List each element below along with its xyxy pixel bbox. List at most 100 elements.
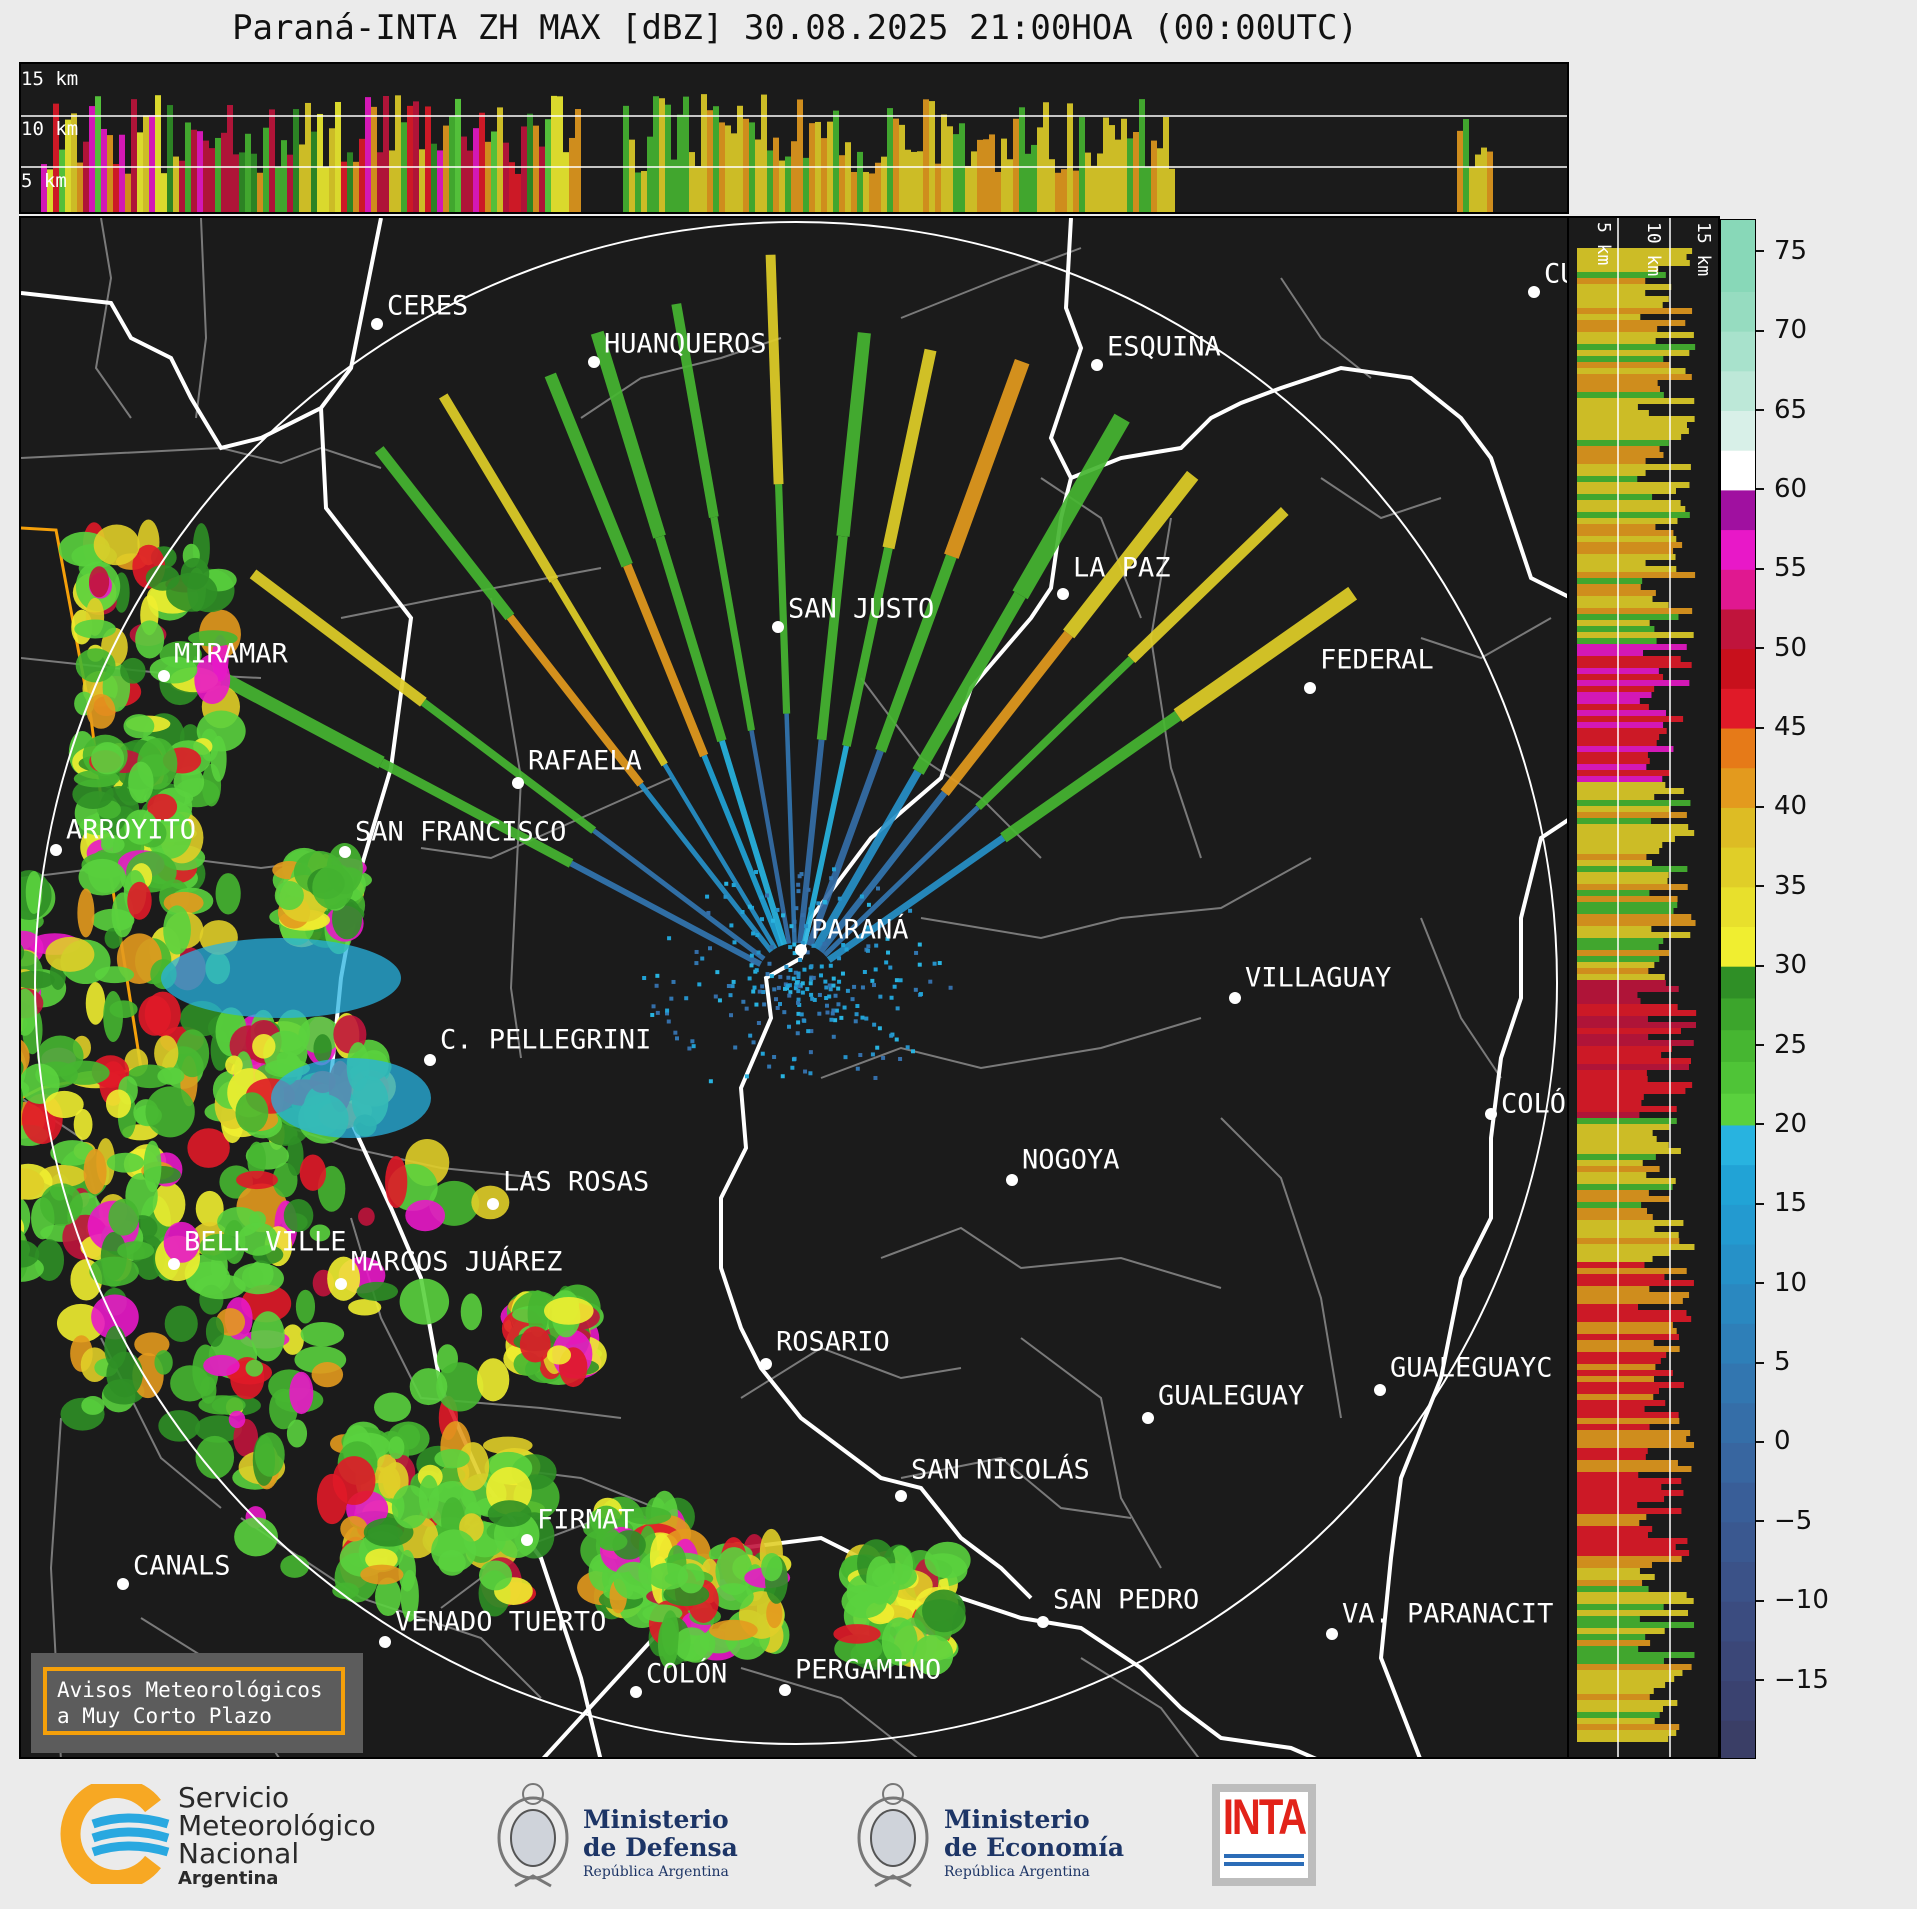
- city-marker: [1006, 1174, 1018, 1186]
- city-label: CU: [1544, 258, 1567, 290]
- smn-line-4: Argentina: [178, 1868, 279, 1889]
- alerts-line-1: Avisos Meteorológicos: [57, 1678, 323, 1702]
- city-label: PERGAMINO: [795, 1654, 942, 1686]
- city-label: ESQUINA: [1107, 331, 1221, 363]
- city-label: ARROYITO: [66, 814, 197, 846]
- city-marker: [335, 1278, 347, 1290]
- city-label: SAN JUSTO: [788, 593, 935, 625]
- city-label: HUANQUEROS: [604, 328, 767, 360]
- city-label: LA PAZ: [1073, 552, 1171, 584]
- city-marker: [1485, 1108, 1497, 1120]
- economia-line-1: Ministerio: [944, 1805, 1090, 1834]
- city-label: VILLAGUAY: [1245, 962, 1392, 994]
- city-label: COLÓN: [646, 1658, 728, 1690]
- colorbar-tick: 75: [1756, 236, 1807, 266]
- defensa-line-2: de Defensa: [583, 1833, 738, 1862]
- city-label: ROSARIO: [776, 1326, 890, 1358]
- side-cross-section-echoes: [1577, 218, 1697, 1757]
- city-label: SAN NICOLÁS: [911, 1454, 1090, 1486]
- city-marker: [779, 1684, 791, 1696]
- side-altitude-label-10: 10 km: [1643, 222, 1664, 277]
- alerts-link[interactable]: Avisos Meteorológicos a Muy Corto Plazo: [43, 1667, 345, 1735]
- city-marker: [521, 1534, 533, 1546]
- colorbar-tick: 20: [1756, 1109, 1807, 1139]
- city-label: SAN PEDRO: [1053, 1584, 1200, 1616]
- colorbar-tick: 65: [1756, 395, 1807, 425]
- colorbar-tick: 70: [1756, 315, 1807, 345]
- city-marker: [1304, 682, 1316, 694]
- city-label: PARANÁ: [811, 914, 909, 946]
- alerts-line-2: a Muy Corto Plazo: [57, 1704, 272, 1728]
- colorbar-tick: −10: [1756, 1585, 1829, 1615]
- economia-seal-icon: [855, 1776, 931, 1896]
- side-altitude-label-5: 5 km: [1593, 222, 1614, 266]
- city-marker: [168, 1258, 180, 1270]
- inta-logo-label: INTA: [1222, 1790, 1307, 1846]
- city-marker: [895, 1490, 907, 1502]
- city-marker: [424, 1054, 436, 1066]
- city-label: C. PELLEGRINI: [440, 1024, 652, 1056]
- city-marker: [1057, 588, 1069, 600]
- city-label: SAN FRANCISCO: [355, 816, 567, 848]
- city-label: FEDERAL: [1320, 644, 1434, 676]
- top-cross-section-echoes: [21, 94, 1567, 212]
- top-cross-section-panel: 15 km 10 km 5 km: [19, 62, 1569, 214]
- city-marker: [1229, 992, 1241, 1004]
- smn-line-2: Meteorológico: [178, 1809, 376, 1842]
- city-marker: [1091, 359, 1103, 371]
- defensa-line-3: República Argentina: [583, 1864, 729, 1880]
- footer-logos: Servicio Meteorológico Nacional Argentin…: [0, 1762, 1917, 1909]
- city-marker: [50, 844, 62, 856]
- city-marker: [487, 1198, 499, 1210]
- radar-map[interactable]: CERES HUANQUEROS ESQUINA CU SAN JUSTO LA PAZ M…: [19, 216, 1569, 1759]
- radar-reflectivity-echoes: [21, 254, 1358, 1676]
- colorbar-tick: 15: [1756, 1188, 1807, 1218]
- city-label: MIRAMAR: [174, 638, 288, 670]
- economia-line-2: de Economía: [944, 1833, 1125, 1862]
- city-label: VENADO TUERTO: [395, 1606, 607, 1638]
- city-marker: [630, 1686, 642, 1698]
- city-marker: [339, 846, 351, 858]
- colorbar-tick: 60: [1756, 474, 1807, 504]
- city-label: FIRMAT: [537, 1504, 635, 1536]
- colorbar: [1720, 219, 1756, 1759]
- city-label: NOGOYA: [1022, 1144, 1120, 1176]
- colorbar-tick: 5: [1756, 1347, 1791, 1377]
- inta-logo: INTA: [1212, 1784, 1316, 1886]
- colorbar-tick: 40: [1756, 791, 1807, 821]
- city-marker: [1326, 1628, 1338, 1640]
- top-altitude-label-10: 10 km: [21, 118, 79, 140]
- city-marker: [379, 1636, 391, 1648]
- city-label: GUALEGUAY: [1158, 1380, 1305, 1412]
- colorbar-tick: 0: [1756, 1426, 1791, 1456]
- top-altitude-label-5: 5 km: [21, 170, 67, 192]
- smn-line-1: Servicio: [178, 1781, 290, 1814]
- top-altitude-label-15: 15 km: [21, 68, 79, 90]
- city-marker: [158, 670, 170, 682]
- page-title: Paraná-INTA ZH MAX [dBZ] 30.08.2025 21:0…: [232, 8, 1358, 48]
- city-label: COLÓ: [1501, 1088, 1567, 1120]
- colorbar-scale: [1721, 220, 1755, 1758]
- city-label: BELL VILLE: [184, 1226, 347, 1258]
- city-label: VA. PARANACIT: [1342, 1598, 1554, 1630]
- smn-logo: [58, 1778, 178, 1890]
- smn-logo-icon: [60, 1778, 170, 1890]
- colorbar-tick: 55: [1756, 553, 1807, 583]
- colorbar-tick: 25: [1756, 1030, 1807, 1060]
- alerts-box: Avisos Meteorológicos a Muy Corto Plazo: [31, 1653, 363, 1753]
- city-marker: [371, 318, 383, 330]
- city-marker: [1142, 1412, 1154, 1424]
- colorbar-tick: 30: [1756, 950, 1807, 980]
- city-marker: [588, 356, 600, 368]
- city-label: RAFAELA: [528, 745, 642, 777]
- city-label: CERES: [387, 290, 469, 322]
- city-label: LAS ROSAS: [503, 1166, 650, 1198]
- city-marker: [1374, 1384, 1386, 1396]
- defensa-line-1: Ministerio: [583, 1805, 729, 1834]
- side-cross-section-panel: 5 km 10 km 15 km: [1569, 216, 1720, 1759]
- colorbar-tick: −5: [1756, 1506, 1812, 1536]
- city-label: MARCOS JUÁREZ: [351, 1246, 563, 1278]
- city-marker: [117, 1578, 129, 1590]
- colorbar-tick: −15: [1756, 1665, 1829, 1695]
- side-altitude-label-15: 15 km: [1693, 222, 1714, 277]
